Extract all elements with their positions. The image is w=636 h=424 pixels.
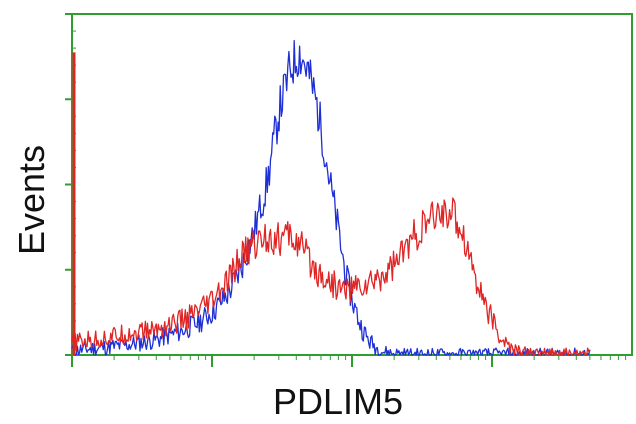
series-line-blue bbox=[71, 39, 591, 356]
series-line-red bbox=[71, 197, 591, 356]
x-axis-label: PDLIM5 bbox=[273, 381, 403, 422]
y-axis-label: Events bbox=[11, 145, 52, 255]
